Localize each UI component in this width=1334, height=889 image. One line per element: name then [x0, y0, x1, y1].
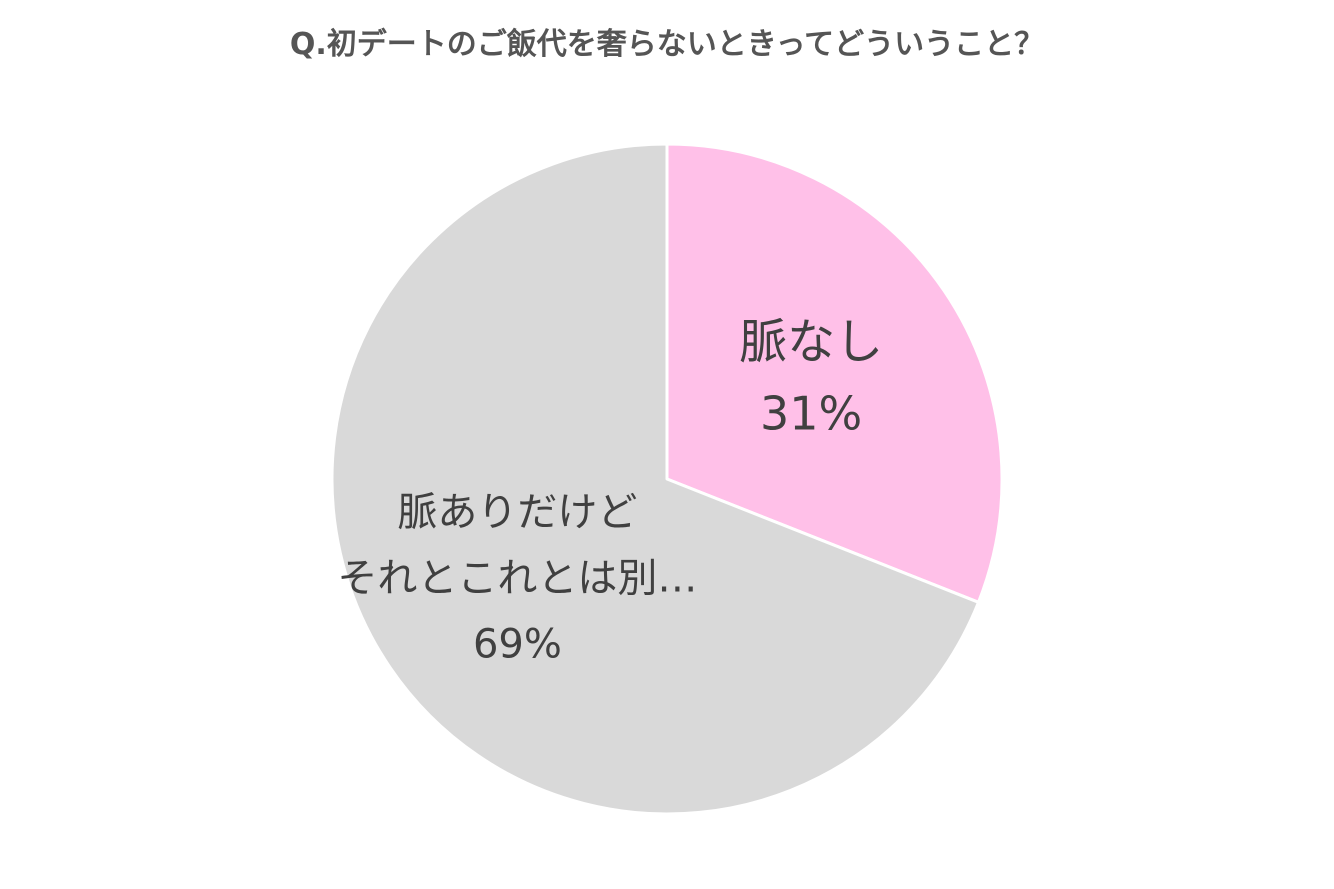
slice-1-name-label: 脈なし	[739, 314, 883, 370]
slice-2-value-label: 69%	[473, 622, 562, 668]
chart-title: Q.初デートのご飯代を奢らないときってどういうこと？	[290, 27, 1044, 62]
pie-slice-2	[330, 142, 980, 816]
slice-2-name-label: 脈ありだけど	[397, 490, 637, 536]
pie-slice-1	[665, 142, 1004, 604]
pie-slices	[330, 142, 1004, 816]
slice-2-name-label: それとこれとは別…	[337, 556, 697, 602]
slice-1-value-label: 31%	[760, 387, 862, 441]
